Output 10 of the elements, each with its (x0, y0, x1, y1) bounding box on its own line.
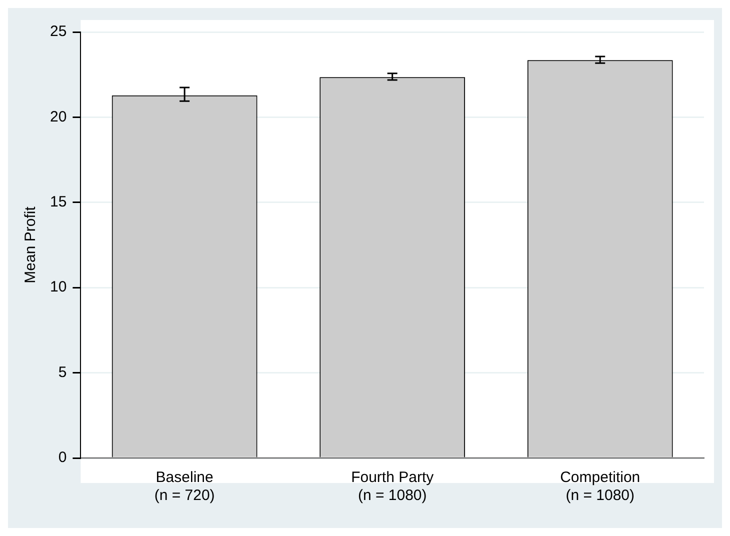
y-tick-label: 20 (50, 108, 67, 126)
y-tick-label: 25 (50, 23, 67, 40)
x-tick-label: Fourth Party (n = 1080) (351, 469, 434, 504)
y-tick-label: 5 (58, 364, 67, 381)
y-axis-title: Mean Profit (22, 206, 40, 284)
y-tick-label: 15 (50, 194, 67, 211)
y-tick-label: 0 (58, 449, 67, 466)
x-tick-label: Baseline (n = 720) (154, 469, 215, 504)
y-tick-label: 10 (50, 278, 67, 296)
x-tick-label: Competition (n = 1080) (560, 469, 640, 504)
